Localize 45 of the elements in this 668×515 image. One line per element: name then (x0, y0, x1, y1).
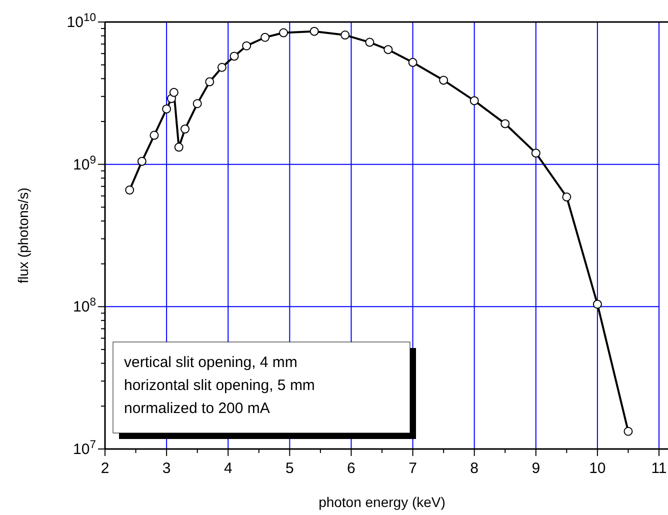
point (365, 38, 374, 47)
annotation: normalized to 200 mA (124, 400, 270, 417)
point (125, 186, 134, 195)
x-tick-label: 7 (408, 460, 417, 477)
point (279, 28, 288, 38)
point (242, 41, 252, 50)
point (439, 76, 448, 85)
point (260, 32, 270, 42)
y-tick-label: 10$^{9}$ (73, 154, 96, 174)
x-tick-label: 5 (285, 460, 294, 477)
point (408, 58, 418, 67)
point (174, 142, 184, 152)
annotation: horizontal slit opening, 5 mm (124, 377, 315, 394)
point (230, 52, 239, 61)
x-tick-label: 8 (470, 460, 479, 477)
point (592, 300, 602, 309)
annotation: vertical slit opening, 4 mm (124, 354, 298, 371)
point (624, 426, 633, 436)
point (470, 96, 479, 106)
y-tick-label: 10$^{8}$ (73, 296, 96, 316)
x-tick-label: 3 (162, 460, 171, 477)
x-tick-label: 9 (532, 460, 540, 477)
x-tick-label: 2 (100, 460, 110, 477)
point (310, 26, 319, 36)
point (217, 62, 226, 72)
x-tick-label: 11 (651, 460, 667, 477)
point (169, 88, 178, 97)
point (384, 45, 393, 54)
x-tick-label: 4 (224, 460, 232, 477)
x-tick-label: 10 (589, 460, 606, 477)
x-axis-title: photon energy (keV) (318, 494, 446, 510)
y-tick-label: 10$^{10}$ (66, 12, 96, 31)
point (137, 156, 146, 166)
point (192, 99, 202, 108)
point (150, 130, 159, 140)
y-axis-title: flux (photons/s) (15, 188, 31, 284)
point (531, 148, 540, 158)
point (180, 124, 190, 134)
point (205, 77, 214, 86)
point (162, 104, 172, 114)
point (340, 30, 350, 40)
point (562, 192, 572, 202)
point (500, 119, 510, 128)
y-tick-label: 10$^{7}$ (73, 439, 96, 458)
x-tick-label: 6 (347, 460, 356, 477)
